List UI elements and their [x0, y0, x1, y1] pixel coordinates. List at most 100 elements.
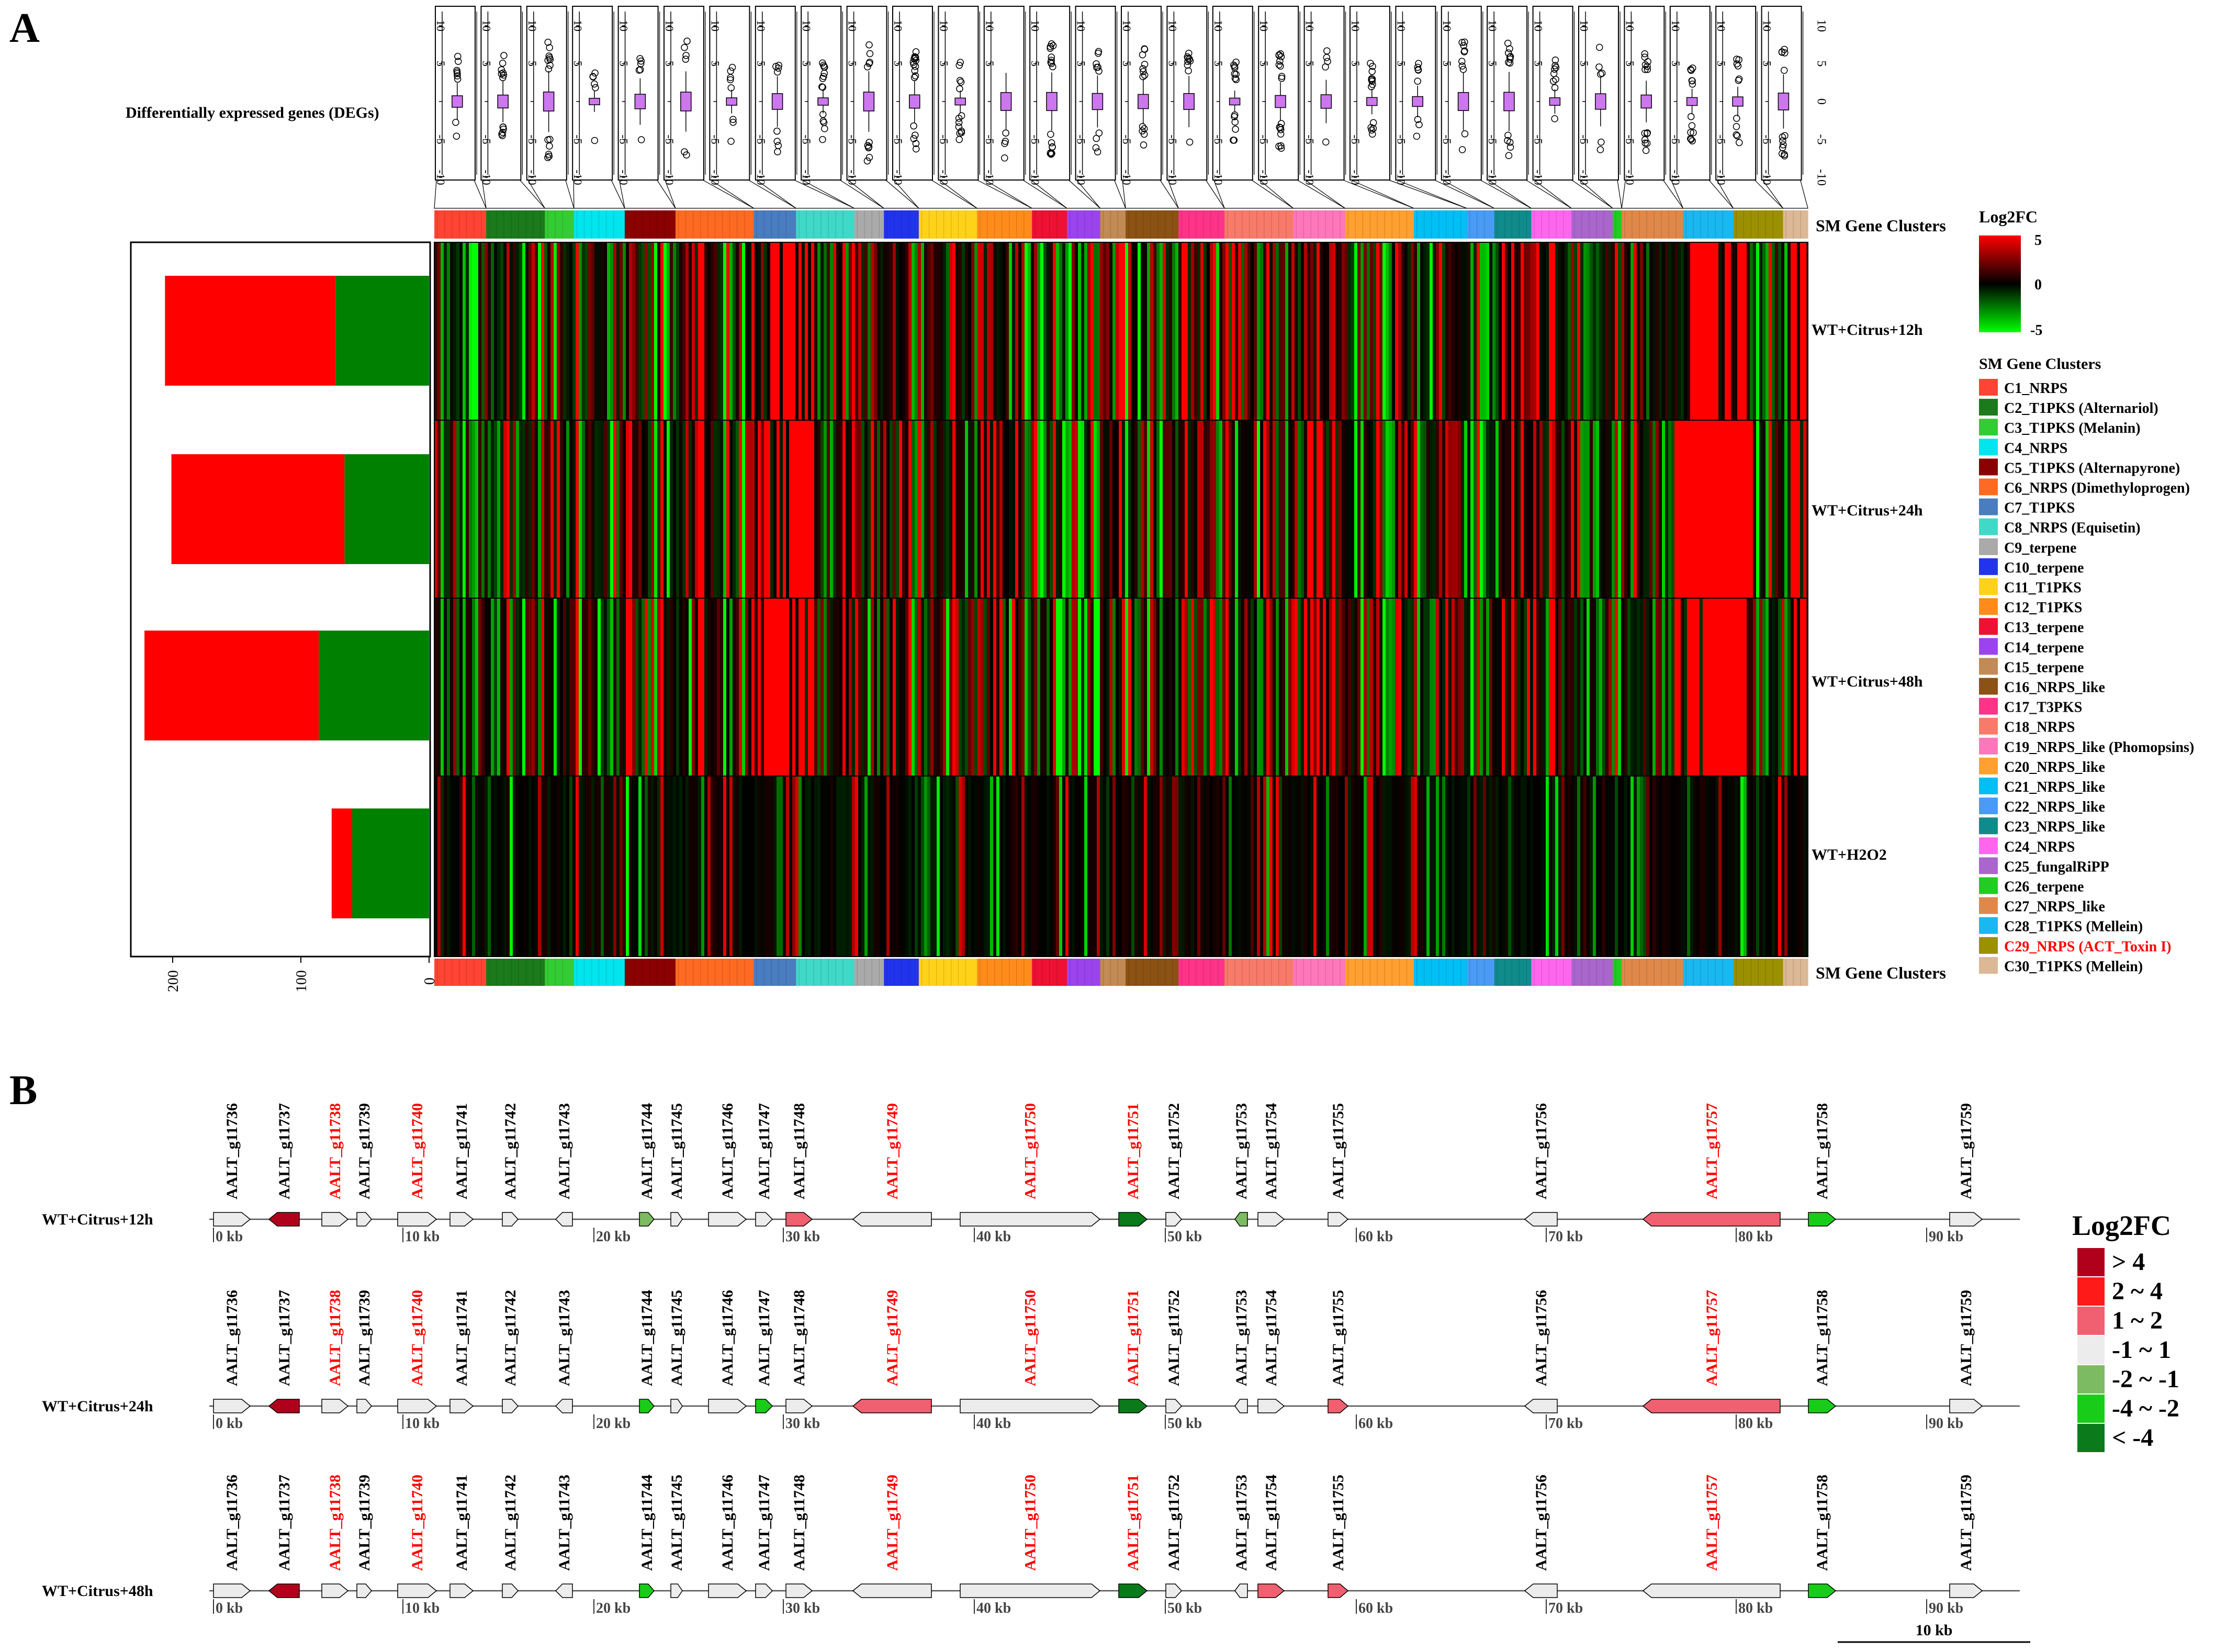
heatmap-cell [1050, 242, 1053, 420]
heatmap-cell [1565, 420, 1568, 598]
boxplot-outlier [773, 138, 781, 145]
heatmap-cell [1323, 598, 1326, 776]
cluster-seg-stripe [1563, 959, 1564, 986]
heatmap-cell [1489, 420, 1493, 598]
cluster-seg-stripe [1242, 959, 1243, 986]
heatmap-cell [642, 776, 645, 957]
heatmap-cell [1065, 242, 1069, 420]
heatmap-cell [1709, 776, 1713, 957]
boxplot-outlier [820, 73, 827, 80]
cluster-seg-stripe [994, 959, 995, 986]
boxplot-box [1778, 93, 1790, 110]
heatmap-cell [1765, 420, 1769, 598]
boxplot-tick-label: -5 [1029, 134, 1042, 144]
heatmap-cell [789, 598, 793, 776]
heatmap-cell [1122, 776, 1126, 957]
heatmap-cell [1257, 776, 1261, 957]
cluster-seg-stripe [1249, 210, 1250, 239]
heatmap-cell [1298, 242, 1301, 420]
boxplot-tick-label: 10 [1029, 20, 1042, 31]
cluster-seg-30 [1783, 210, 1808, 239]
boxplot-box [1366, 97, 1378, 106]
boxplot-outlier [1414, 66, 1422, 74]
heatmap-cell [1389, 420, 1392, 598]
kb-label: 10 kb [405, 1415, 440, 1432]
heatmap-cell [711, 242, 714, 420]
heatmap-cell [1533, 598, 1537, 776]
heatmap-cell [447, 598, 451, 776]
heatmap-cell [1047, 420, 1050, 598]
heatmap-cell [459, 598, 463, 776]
boxplot-8: 105-5-10 [755, 6, 797, 185]
track-label: WT+Citrus+48h [42, 1582, 153, 1600]
sm-legend-swatch-24 [1979, 837, 1998, 855]
heatmap-cell [488, 776, 491, 957]
cluster-seg-stripe [1340, 210, 1341, 239]
boxplot-connector [481, 179, 546, 209]
cluster-seg-stripe [583, 210, 585, 239]
heatmap-cell [1238, 242, 1242, 420]
heatmap-cell [1464, 598, 1468, 776]
heatmap-cell [1182, 242, 1185, 420]
heatmap-cell [1401, 776, 1405, 957]
heatmap-cell [852, 598, 856, 776]
heatmap-cell [893, 242, 896, 420]
kb-label: 50 kb [1167, 1600, 1202, 1616]
cluster-seg-stripe [1391, 959, 1393, 986]
heatmap-cell [544, 242, 548, 420]
heatmap-cell [601, 598, 604, 776]
boxplot-outlier [727, 138, 735, 145]
heatmap-cell [1700, 776, 1703, 957]
cluster-seg-stripe [1603, 210, 1604, 239]
boxplot-box [863, 92, 875, 111]
heatmap-cell [591, 420, 595, 598]
cluster-seg-stripe [921, 210, 923, 239]
cluster-seg-stripe [466, 210, 467, 239]
heatmap-cell [893, 420, 896, 598]
heatmap-cell [1188, 776, 1191, 957]
heatmap-cell [569, 242, 573, 420]
heatmap-cell [513, 420, 516, 598]
heatmap-cell [513, 242, 516, 420]
boxplot-24: 105-5-10 [1486, 6, 1529, 185]
heatmap-cell [582, 242, 586, 420]
heatmap-cell [1609, 776, 1612, 957]
heatmap-cell [943, 420, 947, 598]
heatmap-cell [1524, 776, 1527, 957]
heatmap-cell [1392, 598, 1396, 776]
boxplot-outlier [1458, 62, 1466, 70]
boxplot-outlier [1781, 152, 1789, 160]
cluster-seg-stripe [886, 210, 887, 239]
cluster-seg-22 [1467, 210, 1495, 239]
heatmap-cell [1737, 420, 1741, 598]
heatmap-cell [1367, 420, 1370, 598]
kb-label: 50 kb [1167, 1229, 1202, 1245]
heatmap-cell [999, 242, 1003, 420]
heatmap-cell [1765, 598, 1769, 776]
gene-arrow-AALT_g11748 [785, 1399, 813, 1413]
heatmap-cell [1398, 242, 1402, 420]
gene-label: AALT_g11753 [1233, 1103, 1250, 1199]
sm-legend-swatch-4 [1979, 439, 1998, 456]
kb-label: 90 kb [1929, 1415, 1963, 1432]
heatmap-cell [1423, 776, 1427, 957]
gene-arrow-AALT_g11745 [670, 1212, 683, 1227]
heatmap-cell [1621, 420, 1625, 598]
cluster-seg-stripe [576, 210, 578, 239]
heatmap-cell [503, 776, 507, 957]
gene-label: AALT_g11740 [409, 1475, 426, 1571]
heatmap-cell [1273, 776, 1276, 957]
legend-swatch-2 [2077, 1277, 2105, 1306]
sm-legend-label-20: C20_NRPS_like [2004, 759, 2105, 776]
heatmap-cell [880, 420, 884, 598]
heatmap-cell [1640, 242, 1644, 420]
heatmap-cell [437, 776, 441, 957]
heatmap-cell [820, 420, 824, 598]
heatmap-cell [1053, 776, 1056, 957]
heatmap-cell [977, 242, 981, 420]
heatmap-cell [1624, 776, 1628, 957]
heatmap-cell [1244, 242, 1248, 420]
heatmap-cell [1772, 242, 1775, 420]
heatmap-cell [915, 420, 918, 598]
boxplot-connector [1621, 179, 1684, 209]
